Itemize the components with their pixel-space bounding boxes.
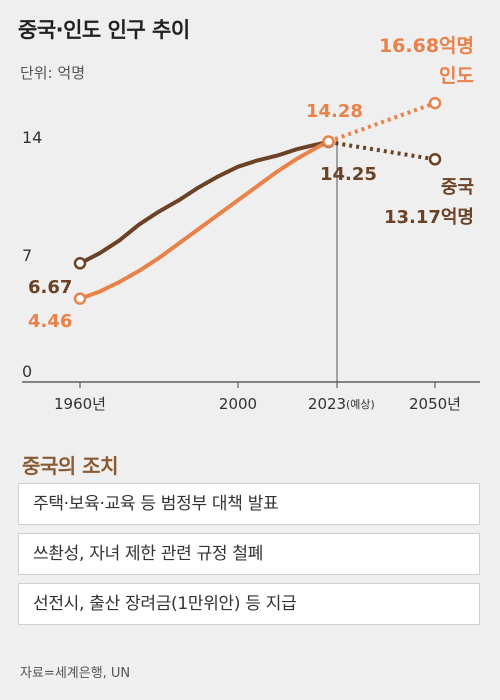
measure-item: 주택·보육·교육 등 범정부 대책 발표 <box>18 483 480 525</box>
data-label-india-1960: 4.46 <box>28 311 72 332</box>
unit-label: 단위: 억명 <box>20 64 86 82</box>
data-label-india-2023: 14.28 <box>306 101 363 122</box>
series-projection-china <box>328 140 436 162</box>
x-tick-label: 2023 <box>308 395 346 413</box>
data-point-china <box>428 153 442 166</box>
population-chart: 14 7 0 1960년 2000 2023 (예상) 2050년 6.67 4… <box>22 35 480 413</box>
x-tick-label: 1960년 <box>54 395 106 413</box>
series-name-china: 중국 <box>441 177 474 198</box>
page-title: 중국·인도 인구 추이 <box>18 18 190 42</box>
data-label-india-2050: 16.68억명 <box>379 35 474 57</box>
data-points <box>73 96 442 305</box>
y-ticks: 14 7 0 <box>22 128 42 381</box>
x-ticks: 1960년 2000 2023 (예상) 2050년 <box>54 395 461 413</box>
data-label-china-2050: 13.17억명 <box>384 207 474 228</box>
series-name-india: 인도 <box>439 65 474 87</box>
data-point-india <box>428 96 442 110</box>
data-label-china-1960: 6.67 <box>28 277 72 298</box>
x-tick-suffix: (예상) <box>346 398 375 411</box>
data-labels: 6.67 4.46 14.28 14.25 16.68억명 인도 중국 13.1… <box>28 35 474 332</box>
data-point-china <box>73 257 87 270</box>
y-tick-label: 0 <box>22 362 32 381</box>
source-note: 자료=세계은행, UN <box>20 666 131 681</box>
measures-list: 주택·보육·교육 등 범정부 대책 발표 쓰촨성, 자녀 제한 관련 규정 철폐… <box>18 483 480 633</box>
measure-item: 쓰촨성, 자녀 제한 관련 규정 철폐 <box>18 533 480 575</box>
series-line-india <box>78 139 331 301</box>
series-projection-india <box>327 101 436 144</box>
data-point-india <box>322 135 335 148</box>
data-point-india <box>73 292 87 305</box>
y-tick-label: 7 <box>22 246 32 265</box>
series-line-china <box>78 140 331 266</box>
x-tick-label: 2000 <box>219 395 257 413</box>
measure-item: 선전시, 출산 장려금(1만위안) 등 지급 <box>18 583 480 625</box>
x-tick-label: 2050년 <box>409 395 461 413</box>
section-title: 중국의 조치 <box>22 454 118 478</box>
data-label-china-2023: 14.25 <box>320 164 377 185</box>
y-tick-label: 14 <box>22 128 42 147</box>
